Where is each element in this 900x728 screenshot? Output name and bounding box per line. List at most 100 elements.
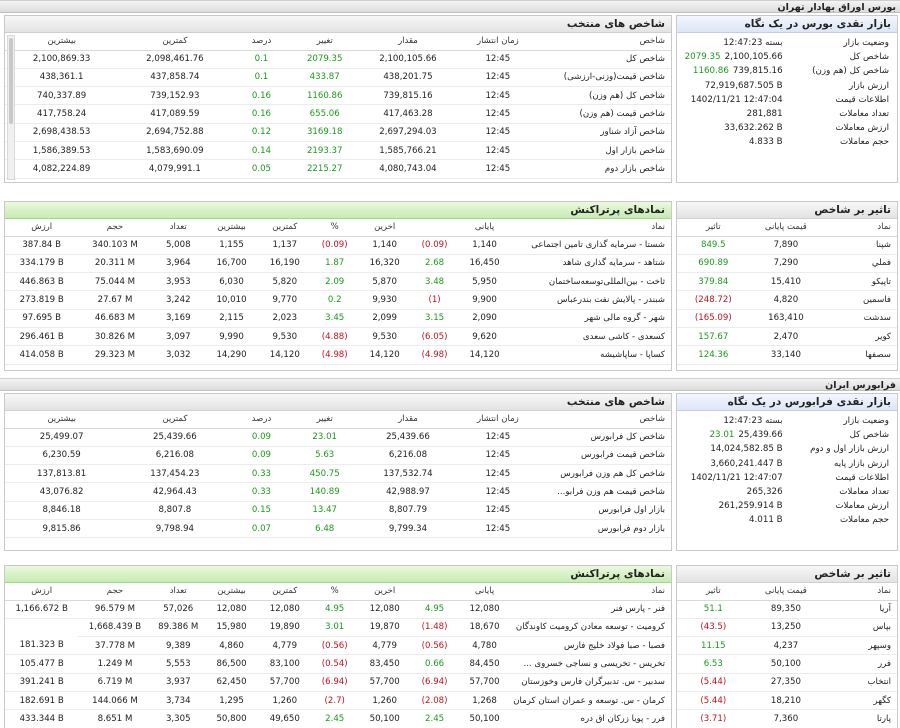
table-row[interactable]: کسعدی - کاشی سعدی 9,620 (6.05) 9,530 (4.88) 9…	[5, 327, 671, 347]
row-symbol[interactable]: کگهر	[822, 691, 897, 711]
row-symbol[interactable]: شاخص قیمت(وزنی-ارزشی)	[537, 68, 671, 88]
table-row[interactable]: کرومیت - توسعه معادن کرومیت کاوندگان 18,6…	[5, 618, 671, 638]
row-symbol[interactable]: فرر - پویا زرکان اق دره	[511, 709, 671, 728]
tehran-indices-scrollbar[interactable]	[7, 35, 15, 180]
column-header[interactable]: حجم	[78, 219, 152, 237]
column-header[interactable]: نماد	[822, 219, 897, 237]
column-header[interactable]: تاثیر	[677, 219, 750, 237]
row-symbol[interactable]: ثاخت - بین‌المللی‌توسعه‌ساختمان	[511, 272, 671, 292]
column-header[interactable]: مقدار	[358, 33, 458, 51]
column-header[interactable]: بیشترین	[5, 33, 119, 51]
column-header[interactable]: تعداد	[151, 583, 205, 601]
table-row[interactable]: پارتا 7,360 (3.71)	[677, 709, 897, 728]
row-symbol[interactable]: شپنا	[822, 236, 897, 255]
row-symbol[interactable]: شتاهد - سرمایه گذاری شاهد	[511, 254, 671, 274]
table-row[interactable]: شاخص قیمت(وزنی-ارزشی) 12:45 438,201.75 433.…	[5, 68, 671, 88]
row-symbol[interactable]: شاخص قیمت هم وزن فرابو...	[537, 482, 671, 502]
column-header[interactable]: %	[311, 219, 359, 237]
row-symbol[interactable]: کساپا - ساپاشیشه	[511, 345, 671, 365]
row-symbol[interactable]: شهر - گروه مالی شهر	[511, 309, 671, 328]
row-symbol[interactable]: شاخص بازار اول	[537, 141, 671, 161]
column-header[interactable]: نماد	[511, 583, 671, 601]
table-row[interactable]: فاسمين 4,820 (248.72)	[677, 290, 897, 310]
table-row[interactable]: شاخص کل 12:45 2,100,105.66 2079.35 0.1 2,098,…	[5, 50, 671, 69]
table-row[interactable]: شاخص کل هم وزن فرابورس 12:45 137,532.74 450…	[5, 464, 671, 484]
row-symbol[interactable]: بازار اول فرابورس	[537, 501, 671, 520]
table-row[interactable]: کساپا - ساپاشیشه 14,120 (4.98) 14,120 (4.98)…	[5, 345, 671, 365]
column-header[interactable]: قیمت پایانی	[749, 219, 823, 237]
row-symbol[interactable]: کسعدی - کاشی سعدی	[511, 327, 671, 347]
table-row[interactable]: تخریس - تخریسی و نساجی خسروی ... 84,450 0.…	[5, 654, 671, 674]
column-header[interactable]: قیمت پایانی	[749, 583, 823, 601]
row-symbol[interactable]: کویر	[822, 327, 897, 347]
table-row[interactable]: بازار دوم فرابورس 12:45 9,799.34 6.48 0.07 9,…	[5, 519, 671, 539]
table-row[interactable]: شاخص کل فرابورس 12:45 25,439.66 23.01 0.09 25…	[5, 428, 671, 447]
table-row[interactable]: سدشت 163,410 (165.09)	[677, 309, 897, 328]
column-header[interactable]: کمترین	[258, 583, 312, 601]
row-symbol[interactable]: فصبا - صبا فولاد خلیج فارس	[511, 636, 671, 656]
row-symbol[interactable]: فنر - پارس فنر	[511, 600, 671, 619]
row-symbol[interactable]: بپاس	[822, 618, 897, 638]
table-row[interactable]: شتاهد - سرمایه گذاری شاهد 16,450 2.68 16,32…	[5, 254, 671, 274]
column-header[interactable]: تغییر	[291, 411, 359, 429]
column-header[interactable]: شاخص	[537, 411, 671, 429]
row-symbol[interactable]: فملي	[822, 254, 897, 274]
column-header[interactable]: بیشترین	[204, 219, 259, 237]
row-symbol[interactable]: فاسمين	[822, 290, 897, 310]
table-row[interactable]: شبندر - پالایش نفت بندرعباس 9,900 (1) 9,930…	[5, 290, 671, 310]
column-header[interactable]: درصد	[231, 411, 292, 429]
table-row[interactable]: شهر - گروه مالی شهر 2,090 3.15 2,099 3.45 2,0…	[5, 309, 671, 328]
row-symbol[interactable]: شاخص کل (هم وزن)	[537, 86, 671, 106]
table-row[interactable]: شاخص قیمت فرابورس 12:45 6,216.08 5.63 0.09 6,…	[5, 446, 671, 466]
table-row[interactable]: فصبا - صبا فولاد خلیج فارس 4,780 (0.56) 4,7…	[5, 636, 671, 656]
column-header[interactable]: کمترین	[118, 33, 232, 51]
table-row[interactable]: کرمان - س. توسعه و عمران استان کرمان 1,26…	[5, 691, 671, 711]
row-symbol[interactable]: شاخص بازار دوم	[537, 159, 671, 179]
table-row[interactable]: شستا - سرمایه گذاری تامین اجتماعی 1,140 (0…	[5, 236, 671, 255]
column-header[interactable]	[411, 219, 458, 237]
column-header[interactable]: پایانی	[457, 219, 512, 237]
column-header[interactable]: پایانی	[457, 583, 512, 601]
row-symbol[interactable]: سدشت	[822, 309, 897, 328]
row-symbol[interactable]: شاخص کل هم وزن فرابورس	[537, 464, 671, 484]
table-row[interactable]: وسپهر 4,237 11.15	[677, 636, 897, 656]
table-row[interactable]: فنر - پارس فنر 12,080 4.95 12,080 4.95 12,080…	[5, 600, 671, 619]
table-row[interactable]: شاخص بازار دوم 12:45 4,080,743.04 2215.27 0.…	[5, 159, 671, 179]
column-header[interactable]: %	[311, 583, 359, 601]
column-header[interactable]: ارزش	[5, 583, 79, 601]
table-row[interactable]: شاخص بازار اول 12:45 1,585,766.21 2193.37 0.…	[5, 141, 671, 161]
column-header[interactable]: بیشترین	[5, 411, 119, 429]
table-row[interactable]: آریا 89,350 51.1	[677, 600, 897, 619]
row-symbol[interactable]: سدبیر - س. تدبیرگران فارس وخوزستان	[511, 673, 671, 692]
column-header[interactable]: تاثیر	[677, 583, 750, 601]
row-symbol[interactable]: تخریس - تخریسی و نساجی خسروی ...	[511, 654, 671, 674]
table-row[interactable]: کگهر 18,210 (5.44)	[677, 691, 897, 711]
row-symbol[interactable]: تاپيکو	[822, 272, 897, 292]
table-row[interactable]: سدبیر - س. تدبیرگران فارس وخوزستان 57,700…	[5, 673, 671, 692]
row-symbol[interactable]: کرمان - س. توسعه و عمران استان کرمان	[511, 691, 671, 711]
table-row[interactable]: تاپيکو 15,410 379.84	[677, 272, 897, 292]
row-symbol[interactable]: کرومیت - توسعه معادن کرومیت کاوندگان	[511, 618, 671, 638]
column-header[interactable]: کمترین	[118, 411, 232, 429]
row-symbol[interactable]: شبندر - پالایش نفت بندرعباس	[511, 290, 671, 310]
column-header[interactable]: تعداد	[151, 219, 205, 237]
table-row[interactable]: کویر 2,470 157.67	[677, 327, 897, 347]
column-header[interactable]: درصد	[231, 33, 292, 51]
row-symbol[interactable]: وسپهر	[822, 636, 897, 656]
column-header[interactable]: مقدار	[358, 411, 458, 429]
row-symbol[interactable]: بازار دوم فرابورس	[537, 519, 671, 539]
column-header[interactable]: نماد	[822, 583, 897, 601]
column-header[interactable]: کمترین	[258, 219, 312, 237]
row-symbol[interactable]: فرر	[822, 654, 897, 674]
table-row[interactable]: بپاس 13,250 (43.5)	[677, 618, 897, 638]
column-header[interactable]	[411, 583, 458, 601]
row-symbol[interactable]: آریا	[822, 600, 897, 619]
column-header[interactable]: ارزش	[5, 219, 79, 237]
row-symbol[interactable]: سصفها	[822, 345, 897, 365]
table-row[interactable]: شاخص قیمت هم وزن فرابو... 12:45 42,988.97 1…	[5, 482, 671, 502]
column-header[interactable]: اخرین	[358, 583, 412, 601]
column-header[interactable]: حجم	[78, 583, 152, 601]
table-row[interactable]: بازار اول فرابورس 12:45 8,807.79 13.47 0.15 8…	[5, 501, 671, 520]
table-row[interactable]: شاخص کل (هم وزن) 12:45 739,815.16 1160.86 0.…	[5, 86, 671, 106]
table-row[interactable]: فملي 7,290 690.89	[677, 254, 897, 274]
